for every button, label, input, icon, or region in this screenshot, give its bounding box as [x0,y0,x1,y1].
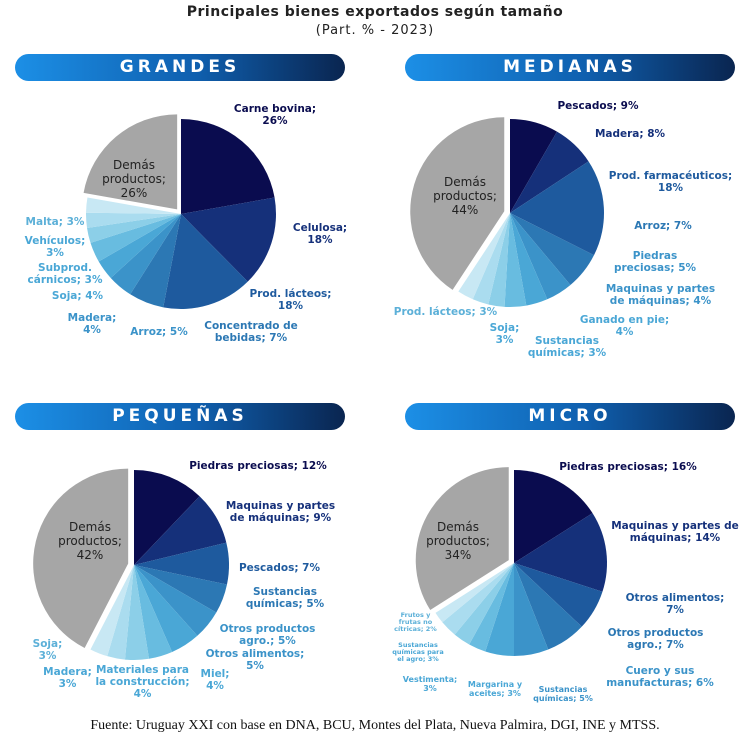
slice-label: Materiales para la construcción; 4% [95,664,190,700]
slice-label: Maquinas y partes de máquinas; 4% [605,283,716,307]
pie-slice [504,213,527,307]
pie-slice [410,117,505,290]
banner-grandes: GRANDES [15,54,345,81]
pie-slice [181,197,276,282]
slice-label: Ganado en pie; 4% [579,314,670,338]
pie-slice [472,213,510,305]
slice-label: Prod. farmacéuticos; 18% [608,170,733,194]
slice-label: Celulosa; 18% [292,222,348,246]
slice-label: Soja; 4% [51,290,104,302]
pie-slice [110,214,181,295]
slice-label: Arroz; 7% [634,220,692,232]
slice-label: Vehículos; 3% [24,235,86,259]
slice-label: Soja; 3% [489,322,520,346]
pie-slice [514,563,603,627]
pie-slice [514,513,607,592]
slice-label: Soja; 3% [32,638,63,662]
pie-slice [107,565,134,660]
slice-label: Demás productos; 26% [102,158,166,200]
slice-label: Demás productos; 34% [426,520,490,562]
slice-label: Cuero y sus manufacturas; 6% [606,665,714,689]
pie-slice [510,119,557,213]
pie-slice [163,214,248,309]
slice-label: Maquinas y partes de máquinas; 9% [225,500,336,524]
slice-label: Malta; 3% [25,216,85,228]
slice-label: Otros productos agro.; 7% [607,627,704,651]
banner-pequenas: PEQUEÑAS [15,403,345,430]
pie-slice [124,565,150,661]
banner-medianas: MEDIANAS [405,54,735,81]
slice-label: Vestimenta; 3% [402,675,458,693]
slice-label: Sustancias químicas para el agro; 3% [392,641,444,663]
pie-slice [134,565,198,653]
pie-slice [415,467,509,610]
chart-title: Principales bienes exportados según tama… [186,4,564,20]
pie-slice [86,197,181,214]
pie-slice [90,214,181,262]
slice-label: Subprod. cárnicos; 3% [27,262,103,286]
banner-micro: MICRO [405,403,735,430]
pie-slice [510,161,604,256]
slice-label: Demás productos; 42% [58,520,122,562]
pie-slice [514,563,549,656]
pie-slice [469,563,514,652]
pie-slice [98,214,181,278]
pie-slice [130,214,181,308]
pie-slice [488,213,510,307]
pie-slice [181,119,275,214]
pie-slice [442,563,514,635]
slice-label: Pescados; 7% [238,562,321,574]
slice-label: Maquinas y partes de máquinas; 14% [611,520,739,544]
pie-slice [134,565,173,659]
chart-subtitle: (Part. % - 2023) [315,23,435,38]
slice-label: Piedras preciosas; 12% [189,460,327,472]
slice-label: Prod. lácteos; 18% [249,288,332,312]
slice-label: Piedras preciosas; 16% [559,461,697,473]
pie-slice [134,470,200,565]
source-footnote: Fuente: Uruguay XXI con base en DNA, BCU… [90,718,660,733]
pie-slice [134,542,229,585]
pie-slice [514,470,593,563]
slice-label: Sustancias químicas; 3% [527,335,607,359]
slice-label: Madera; 4% [67,312,117,336]
pie-slice [514,563,582,650]
slice-label: Frutos y frutas no cítricas; 2% [394,611,437,633]
slice-label: Carne bovina; 26% [233,103,317,127]
slice-label: Pescados; 9% [557,100,639,112]
pie-slice [86,212,181,228]
pie-slice [90,565,134,657]
pie-slice [510,213,571,300]
slice-label: Madera; 3% [43,666,92,690]
pie-slice [83,114,178,210]
pie-slice [510,213,548,306]
slice-label: Concentrado de bebidas; 7% [204,320,298,344]
slice-label: Miel; 4% [200,668,230,692]
slice-label: Otros productos agro.; 5% [219,623,316,647]
pie-slice [454,563,514,645]
slice-label: Margarina y aceites; 3% [467,680,523,698]
pie-slice [435,563,514,623]
pie-slice [134,565,217,636]
slice-label: Piedras preciosas; 5% [613,250,697,274]
pie-slice [87,214,181,243]
slice-label: Prod. lácteos; 3% [393,306,498,318]
slice-label: Madera; 8% [594,128,666,140]
pie-slice [134,496,227,565]
slice-label: Sustancias químicas; 5% [245,586,325,610]
slice-label: Sustancias químicas; 5% [533,685,593,703]
pie-slice [510,131,589,213]
pie-slice [134,565,227,613]
slice-label: Arroz; 5% [130,326,188,338]
pie-slice [33,468,129,649]
pie-slice [485,563,514,656]
pie-slice [458,213,510,300]
pie-slice [510,213,595,286]
slice-label: Otros alimentos; 5% [205,648,305,672]
slice-label: Otros alimentos; 7% [625,592,725,616]
slice-label: Demás productos; 44% [433,175,497,217]
